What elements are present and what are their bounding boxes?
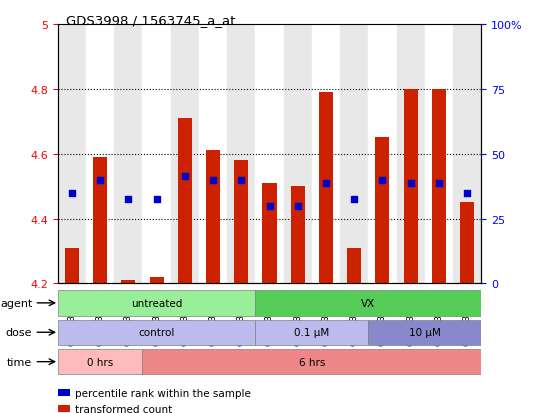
Bar bbox=[142, 349, 481, 375]
Point bbox=[463, 190, 471, 197]
Text: agent: agent bbox=[0, 298, 32, 308]
Text: 10 μM: 10 μM bbox=[409, 328, 441, 337]
Point bbox=[293, 203, 302, 209]
Point bbox=[124, 196, 133, 203]
Bar bbox=[58, 349, 142, 375]
Text: transformed count: transformed count bbox=[75, 404, 173, 413]
Bar bbox=[86, 25, 114, 284]
Bar bbox=[432, 90, 446, 284]
Text: dose: dose bbox=[6, 328, 32, 337]
Bar bbox=[262, 183, 277, 284]
Bar bbox=[425, 25, 453, 284]
Bar bbox=[93, 157, 107, 284]
Text: time: time bbox=[7, 357, 32, 367]
Bar bbox=[142, 25, 170, 284]
Bar bbox=[347, 248, 361, 284]
Bar bbox=[312, 25, 340, 284]
Text: 0.1 μM: 0.1 μM bbox=[294, 328, 329, 337]
Bar bbox=[150, 277, 164, 284]
Bar bbox=[121, 280, 135, 284]
Bar bbox=[178, 119, 192, 284]
Text: GDS3998 / 1563745_a_at: GDS3998 / 1563745_a_at bbox=[66, 14, 235, 27]
Bar bbox=[375, 138, 389, 284]
Point bbox=[237, 177, 246, 183]
Text: percentile rank within the sample: percentile rank within the sample bbox=[75, 388, 251, 398]
Bar bbox=[58, 320, 255, 345]
Bar bbox=[397, 25, 425, 284]
Bar bbox=[58, 25, 86, 284]
Point bbox=[406, 180, 415, 187]
Bar bbox=[255, 320, 368, 345]
Bar bbox=[65, 248, 79, 284]
Point bbox=[322, 180, 331, 187]
Point bbox=[180, 173, 189, 180]
Point bbox=[378, 177, 387, 183]
Bar bbox=[227, 25, 255, 284]
Text: untreated: untreated bbox=[131, 298, 182, 308]
Bar bbox=[460, 203, 474, 284]
Bar bbox=[199, 25, 227, 284]
Bar bbox=[404, 90, 418, 284]
Bar bbox=[234, 161, 249, 284]
Bar bbox=[368, 320, 481, 345]
Text: VX: VX bbox=[361, 298, 376, 308]
Bar bbox=[319, 93, 333, 284]
Bar bbox=[255, 290, 481, 316]
Text: control: control bbox=[139, 328, 175, 337]
Bar bbox=[170, 25, 199, 284]
Bar bbox=[114, 25, 142, 284]
Bar bbox=[206, 151, 220, 284]
Bar bbox=[340, 25, 368, 284]
Bar bbox=[284, 25, 312, 284]
Bar bbox=[453, 25, 481, 284]
Point bbox=[68, 190, 76, 197]
Point bbox=[350, 196, 359, 203]
Text: 0 hrs: 0 hrs bbox=[87, 357, 113, 367]
Point bbox=[208, 177, 217, 183]
Point bbox=[265, 203, 274, 209]
Point bbox=[152, 196, 161, 203]
Bar bbox=[58, 290, 255, 316]
Bar bbox=[290, 187, 305, 284]
Text: 6 hrs: 6 hrs bbox=[299, 357, 325, 367]
Point bbox=[96, 177, 104, 183]
Bar bbox=[255, 25, 284, 284]
Bar bbox=[368, 25, 397, 284]
Point bbox=[434, 180, 443, 187]
